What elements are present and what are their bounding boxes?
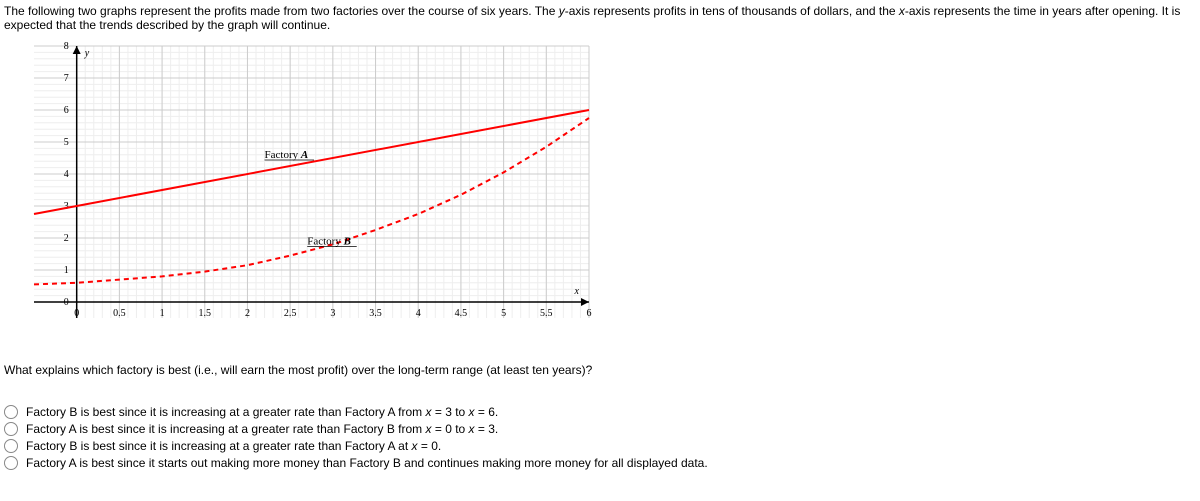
svg-text:4.5: 4.5 [455, 308, 468, 319]
svg-text:5: 5 [501, 308, 506, 319]
option-row-0[interactable]: Factory B is best since it is increasing… [4, 405, 1196, 419]
option-label-3: Factory A is best since it starts out ma… [26, 456, 708, 470]
option-label-2: Factory B is best since it is increasing… [26, 439, 441, 453]
svg-text:Factory B: Factory B [307, 235, 351, 247]
svg-text:0: 0 [64, 297, 69, 308]
svg-text:7: 7 [64, 73, 69, 84]
svg-text:4: 4 [64, 169, 69, 180]
svg-text:3: 3 [64, 201, 69, 212]
option-row-3[interactable]: Factory A is best since it starts out ma… [4, 456, 1196, 470]
radio-0[interactable] [4, 405, 18, 419]
radio-2[interactable] [4, 439, 18, 453]
svg-text:5: 5 [64, 137, 69, 148]
svg-text:0: 0 [74, 308, 79, 319]
svg-text:3.5: 3.5 [369, 308, 382, 319]
option-row-2[interactable]: Factory B is best since it is increasing… [4, 439, 1196, 453]
svg-text:2: 2 [64, 233, 69, 244]
svg-text:1: 1 [160, 308, 165, 319]
svg-text:6: 6 [64, 105, 69, 116]
option-row-1[interactable]: Factory A is best since it is increasing… [4, 422, 1196, 436]
svg-text:y: y [84, 48, 90, 59]
svg-text:x: x [574, 286, 580, 297]
option-label-0: Factory B is best since it is increasing… [26, 405, 498, 419]
svg-text:4: 4 [416, 308, 421, 319]
answer-options: Factory B is best since it is increasing… [4, 405, 1196, 470]
svg-text:2: 2 [245, 308, 250, 319]
profit-chart: 0 0.5 1 1.5 2 2.5 3 3.5 4 4.5 5 5.5 6 0 1 2 3 4 5 6 7 8 y x Fact… [4, 40, 599, 340]
svg-text:1.5: 1.5 [199, 308, 212, 319]
radio-3[interactable] [4, 456, 18, 470]
svg-text:2.5: 2.5 [284, 308, 297, 319]
svg-text:1: 1 [64, 265, 69, 276]
chart-container: 0 0.5 1 1.5 2 2.5 3 3.5 4 4.5 5 5.5 6 0 1 2 3 4 5 6 7 8 y x Fact… [4, 40, 1196, 343]
svg-text:0.5: 0.5 [113, 308, 126, 319]
svg-text:Factory A: Factory A [265, 149, 309, 161]
svg-text:8: 8 [64, 41, 69, 52]
svg-text:3: 3 [330, 308, 335, 319]
question-intro: The following two graphs represent the p… [4, 4, 1196, 32]
radio-1[interactable] [4, 422, 18, 436]
followup-question: What explains which factory is best (i.e… [4, 363, 1196, 377]
svg-text:5.5: 5.5 [540, 308, 553, 319]
option-label-1: Factory A is best since it is increasing… [26, 422, 498, 436]
svg-text:6: 6 [587, 308, 592, 319]
